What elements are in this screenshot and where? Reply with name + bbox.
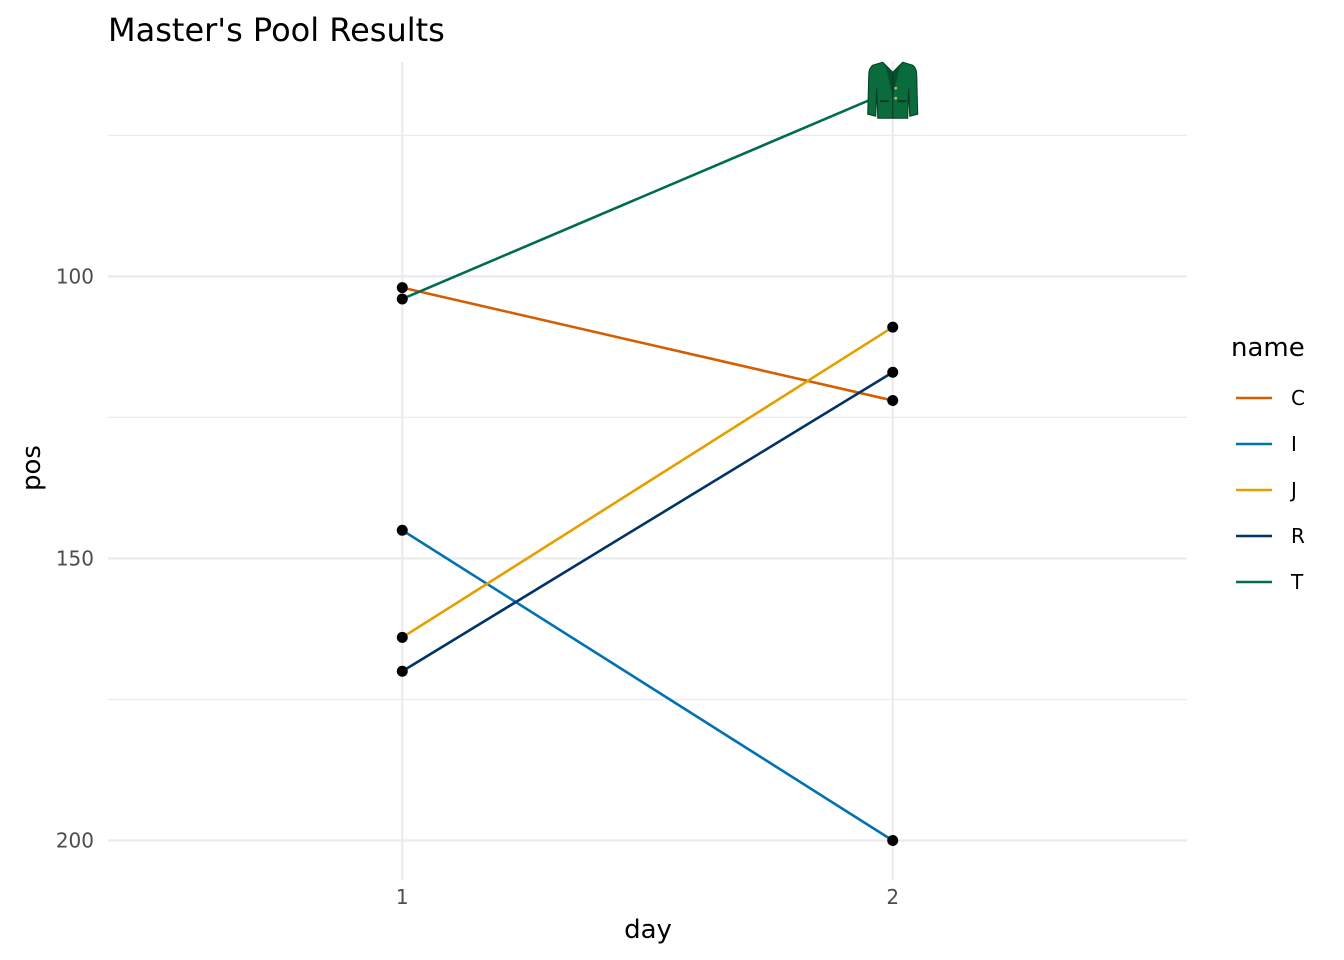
data-point-J [396, 631, 408, 643]
jacket-pocket [879, 100, 889, 103]
legend-label-C: C [1291, 386, 1305, 410]
jacket-pocket [897, 100, 907, 103]
jacket-button [894, 96, 898, 100]
data-point-I [887, 835, 899, 847]
series-line-I [401, 529, 894, 842]
data-point-C [887, 394, 899, 406]
jacket-button [894, 86, 898, 90]
series-lines [401, 89, 894, 842]
y-axis-title: pos [17, 445, 47, 491]
chart-title: Master's Pool Results [108, 11, 445, 49]
legend-label-I: I [1291, 432, 1297, 456]
data-point-J [887, 321, 899, 333]
data-point-R [396, 665, 408, 677]
series-line-R [401, 371, 894, 673]
x-tick-label: 2 [886, 885, 899, 909]
x-axis-title: day [624, 915, 672, 945]
green-jacket-icon [867, 61, 919, 119]
data-point-I [396, 524, 408, 536]
y-tick-label: 100 [56, 264, 94, 288]
y-tick-label: 200 [56, 829, 94, 853]
series-points [396, 282, 899, 847]
x-tick-label: 1 [396, 885, 409, 909]
legend-title: name [1231, 333, 1305, 363]
series-line-J [401, 326, 894, 639]
legend-label-T: T [1290, 570, 1304, 594]
series-line-C [401, 286, 894, 402]
data-point-R [887, 366, 899, 378]
y-tick-label: 150 [56, 546, 94, 570]
data-point-C [396, 282, 408, 294]
y-tick-labels: 100 150 200 [56, 264, 94, 852]
legend-label-R: R [1291, 524, 1305, 548]
series-line-T [401, 89, 894, 301]
legend-label-J: J [1289, 478, 1297, 502]
data-point-T [396, 293, 408, 305]
grid [108, 62, 1187, 880]
